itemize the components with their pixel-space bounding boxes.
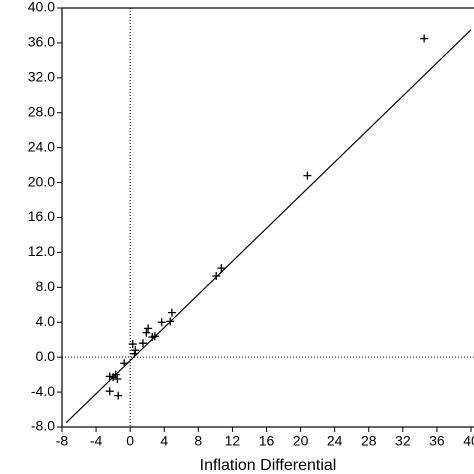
x-tick-label: 36: [429, 433, 445, 449]
y-tick-label: 20.0: [28, 173, 55, 189]
point: [114, 391, 123, 400]
y-tick-label: 0.0: [36, 348, 56, 364]
y-tick-label: 8.0: [36, 278, 56, 294]
x-tick-label: 8: [194, 433, 202, 449]
point: [113, 374, 122, 383]
y-tick-label: 12.0: [28, 243, 55, 259]
y-tick-label: 32.0: [28, 69, 55, 85]
x-tick-label: 0: [126, 433, 134, 449]
y-tick-label: 16.0: [28, 208, 55, 224]
y-tick-label: 28.0: [28, 103, 55, 119]
x-tick-label: 28: [361, 433, 377, 449]
point: [142, 328, 151, 337]
y-tick-label: 4.0: [36, 313, 56, 329]
x-tick-label: 40: [463, 433, 474, 449]
point: [166, 317, 175, 326]
point: [128, 340, 137, 349]
x-tick-label: 12: [225, 433, 241, 449]
point: [130, 349, 139, 358]
x-tick-label: -4: [90, 433, 103, 449]
y-tick-label: 24.0: [28, 138, 55, 154]
point: [120, 359, 129, 368]
x-axis-label: Inflation Differential: [200, 457, 337, 474]
point: [105, 372, 114, 381]
x-tick-label: 16: [259, 433, 275, 449]
point: [148, 333, 157, 342]
x-tick-label: 4: [160, 433, 168, 449]
point: [303, 171, 312, 180]
fit-line: [65, 29, 472, 424]
y-tick-label: -4.0: [31, 383, 55, 399]
point: [420, 34, 429, 43]
y-tick-label: -8.0: [31, 418, 55, 434]
x-tick-label: 20: [293, 433, 309, 449]
y-tick-label: 40.0: [28, 0, 55, 15]
x-tick-label: 24: [327, 433, 343, 449]
y-tick-label: 36.0: [28, 34, 55, 50]
point: [109, 373, 118, 382]
point: [167, 308, 176, 317]
point: [138, 339, 147, 348]
point: [212, 271, 221, 280]
point: [217, 264, 226, 273]
point: [131, 346, 140, 355]
point: [157, 318, 166, 327]
point: [105, 387, 114, 396]
x-tick-label: 32: [395, 433, 411, 449]
point: [144, 324, 153, 333]
x-tick-label: -8: [56, 433, 69, 449]
